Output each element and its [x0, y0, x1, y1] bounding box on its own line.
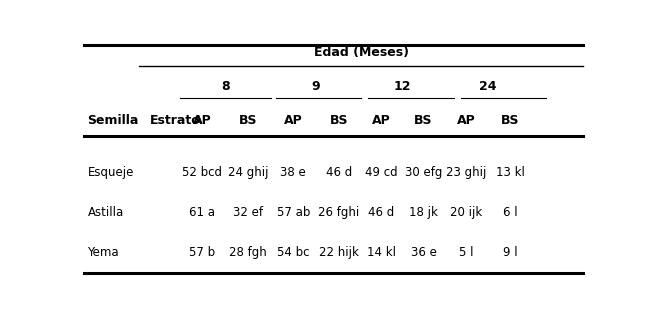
- Text: BS: BS: [414, 114, 433, 127]
- Text: 61 a: 61 a: [189, 206, 215, 219]
- Text: 54 bc: 54 bc: [277, 246, 309, 259]
- Text: 46 d: 46 d: [368, 206, 395, 219]
- Text: 14 kl: 14 kl: [367, 246, 396, 259]
- Text: 36 e: 36 e: [411, 246, 436, 259]
- Text: Esqueje: Esqueje: [87, 166, 134, 179]
- Text: 9 l: 9 l: [503, 246, 518, 259]
- Text: AP: AP: [284, 114, 303, 127]
- Text: AP: AP: [372, 114, 391, 127]
- Text: Semilla: Semilla: [87, 114, 139, 127]
- Text: 26 fghi: 26 fghi: [318, 206, 359, 219]
- Text: Astilla: Astilla: [87, 206, 124, 219]
- Text: 13 kl: 13 kl: [496, 166, 525, 179]
- Text: 57 ab: 57 ab: [277, 206, 310, 219]
- Text: 5 l: 5 l: [458, 246, 473, 259]
- Text: 6 l: 6 l: [503, 206, 518, 219]
- Text: Estrato: Estrato: [150, 114, 201, 127]
- Text: 24 ghij: 24 ghij: [228, 166, 268, 179]
- Text: 20 ijk: 20 ijk: [450, 206, 482, 219]
- Text: AP: AP: [456, 114, 475, 127]
- Text: BS: BS: [239, 114, 257, 127]
- Text: 38 e: 38 e: [281, 166, 306, 179]
- Text: 18 jk: 18 jk: [409, 206, 438, 219]
- Text: 12: 12: [394, 80, 411, 93]
- Text: BS: BS: [329, 114, 348, 127]
- Text: 30 efg: 30 efg: [405, 166, 442, 179]
- Text: 9: 9: [312, 80, 320, 93]
- Text: 49 cd: 49 cd: [365, 166, 398, 179]
- Text: 46 d: 46 d: [326, 166, 352, 179]
- Text: 24: 24: [479, 80, 497, 93]
- Text: 52 bcd: 52 bcd: [182, 166, 223, 179]
- Text: 8: 8: [221, 80, 229, 93]
- Text: 22 hijk: 22 hijk: [319, 246, 359, 259]
- Text: Edad (Meses): Edad (Meses): [314, 46, 409, 59]
- Text: AP: AP: [193, 114, 212, 127]
- Text: 57 b: 57 b: [189, 246, 215, 259]
- Text: 23 ghij: 23 ghij: [446, 166, 486, 179]
- Text: Yema: Yema: [87, 246, 119, 259]
- Text: 28 fgh: 28 fgh: [229, 246, 267, 259]
- Text: BS: BS: [501, 114, 519, 127]
- Text: 32 ef: 32 ef: [233, 206, 263, 219]
